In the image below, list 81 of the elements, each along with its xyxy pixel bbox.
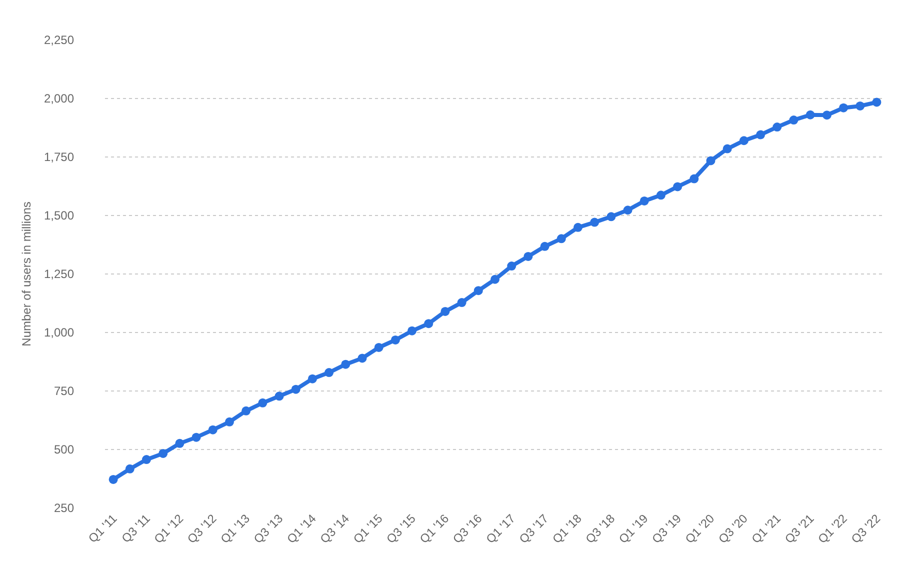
x-tick-label: Q3 '19 [649,511,684,546]
point [623,206,632,215]
y-tick-label: 2,000 [44,92,74,106]
x-tick-label: Q1 '12 [151,511,186,546]
point [358,354,367,363]
x-tick-label: Q3 '14 [317,511,352,546]
point [839,103,848,112]
x-tick-label: Q1 '19 [616,511,651,546]
point [806,110,815,120]
x-tick-label: Q1 '11 [86,511,120,546]
point [408,326,417,336]
x-tick-label: Q3 '21 [782,511,817,546]
y-axis-title: Number of users in millions [19,202,34,346]
y-tick-label: 750 [54,384,74,398]
point [706,156,716,166]
point [739,136,748,146]
point [474,286,483,296]
point [656,190,666,200]
point [258,398,268,408]
x-tick-label: Q1 '22 [815,511,850,546]
x-tick-label: Q3 '20 [716,511,751,546]
point [175,438,184,448]
point [507,262,516,271]
x-tick-label: Q1 '13 [218,511,253,546]
point [390,335,400,344]
point [158,448,168,458]
point [208,425,218,434]
point [341,360,350,369]
y-tick-label: 1,250 [44,267,74,282]
point [640,196,649,206]
point [424,319,434,328]
x-tick-label: Q3 '18 [582,511,618,546]
point [374,342,384,352]
point [490,274,500,284]
point [242,406,251,416]
point [606,212,616,222]
y-tick-label: 250 [54,501,74,516]
point [324,368,334,378]
point [722,144,732,154]
point [125,464,134,474]
x-tick-label: Q3 '16 [450,511,485,546]
point [192,432,201,442]
point [291,384,300,394]
x-tick-label: Q1 '21 [748,511,784,546]
point [590,218,600,227]
point [690,174,699,184]
point [772,122,782,132]
point [789,116,798,125]
x-tick-label: Q3 '13 [250,511,286,546]
point [556,234,566,244]
x-tick-label: Q1 '17 [483,511,518,546]
y-tick-label: 1,500 [44,208,74,223]
point [274,392,284,401]
y-tick-label: 1,000 [44,326,74,340]
x-tick-label: Q1 '18 [550,511,585,546]
x-tick-label: Q1 '20 [682,511,718,546]
point [756,130,766,140]
point [856,101,865,110]
y-tick-label: 500 [54,442,74,457]
point [457,298,466,308]
x-tick-label: Q3 '17 [516,511,552,546]
x-tick-label: Q3 '12 [184,511,220,546]
point [142,455,151,464]
x-tick-label: Q1 '15 [350,511,386,546]
point [224,417,234,426]
point [440,306,450,316]
point [108,474,118,484]
y-tick-label: 1,750 [44,150,74,164]
point [573,222,582,232]
y-tick-label: 2,250 [44,33,74,48]
point [872,98,882,107]
point [822,110,832,120]
x-tick-label: Q1 '16 [416,511,452,546]
point [673,182,682,192]
point [524,252,533,261]
x-tick-label: Q3 '15 [384,511,419,546]
x-tick-label: Q1 '14 [284,511,320,546]
x-tick-label: Q3 '11 [118,511,154,546]
point [540,242,550,251]
x-tick-label: Q3 '22 [848,511,884,546]
point [308,374,317,384]
